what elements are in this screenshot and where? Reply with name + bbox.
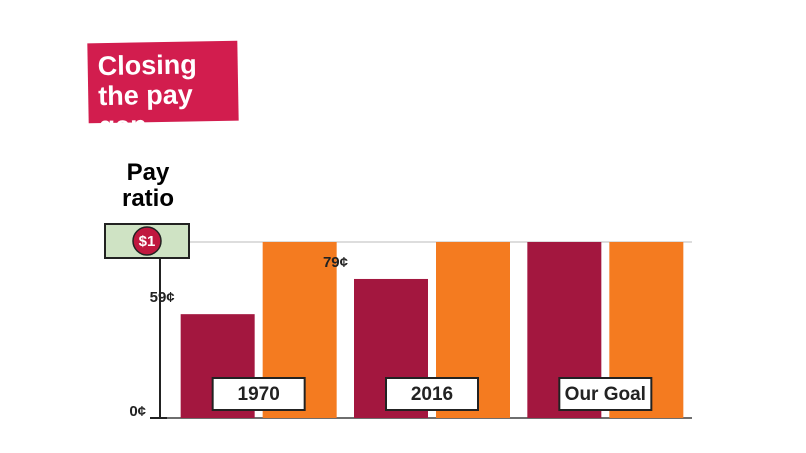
x-tick-label: Our Goal xyxy=(565,384,646,405)
chart-title: Closing the pay gap xyxy=(87,40,239,141)
category-box xyxy=(558,377,653,411)
x-tick-label: 1970 xyxy=(238,384,280,405)
y-tick-label: $1 xyxy=(139,233,156,250)
x-tick-label: 2016 xyxy=(411,384,453,405)
data-label: 79¢ xyxy=(323,254,348,271)
category-box xyxy=(211,377,306,411)
y-tick-label: 0¢ xyxy=(129,403,146,420)
category-box xyxy=(385,377,479,411)
data-label: 59¢ xyxy=(150,289,175,306)
bill-seal xyxy=(132,226,162,256)
y-axis-label: Pay ratio xyxy=(121,159,174,212)
